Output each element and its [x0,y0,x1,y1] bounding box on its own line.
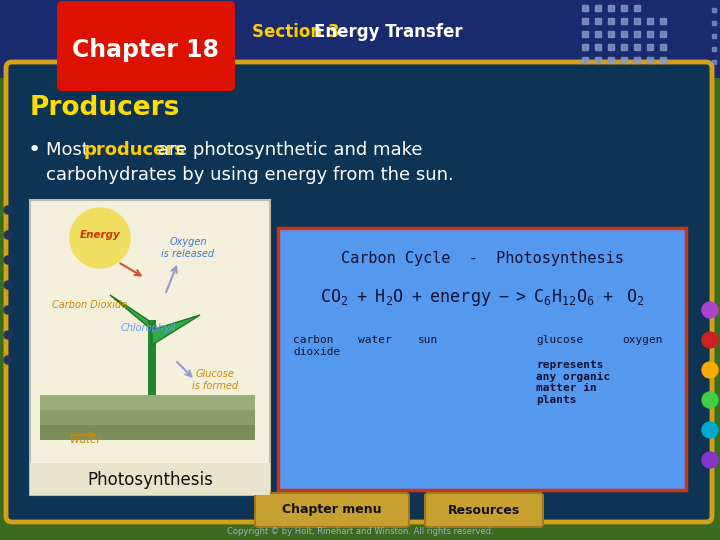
Text: Oxygen
is released: Oxygen is released [161,237,215,259]
Text: water: water [358,335,392,345]
Circle shape [702,362,718,378]
Bar [30,463,270,495]
Text: Energy: Energy [80,230,120,240]
Polygon shape [152,315,200,345]
Text: Glucose
is formed: Glucose is formed [192,369,238,391]
Circle shape [702,422,718,438]
Text: Producers: Producers [30,95,181,121]
Circle shape [702,302,718,318]
Text: are photosynthetic and make: are photosynthetic and make [152,141,422,159]
Text: carbohydrates by using energy from the sun.: carbohydrates by using energy from the s… [46,166,454,184]
Circle shape [4,256,12,264]
Circle shape [4,356,12,364]
Text: oxygen: oxygen [622,335,662,345]
Bar [40,410,255,425]
Text: •: • [28,140,41,160]
Text: Water: Water [70,435,101,445]
Text: Copyright © by Holt, Rinehart and Winston. All rights reserved.: Copyright © by Holt, Rinehart and Winsto… [227,528,493,537]
Polygon shape [110,295,152,330]
Circle shape [702,392,718,408]
Text: Energy Transfer: Energy Transfer [314,23,463,41]
Circle shape [70,208,130,268]
FancyBboxPatch shape [425,493,543,527]
Text: Section 3: Section 3 [252,23,340,41]
Text: glucose: glucose [536,335,583,345]
Text: Carbon Cycle  -  Photosynthesis: Carbon Cycle - Photosynthesis [341,251,624,266]
Bar [0,0,720,78]
FancyBboxPatch shape [30,200,270,495]
FancyBboxPatch shape [255,493,409,527]
Text: represents
any organic
matter in
plants: represents any organic matter in plants [536,360,611,405]
Text: Chapter menu: Chapter menu [282,503,382,516]
Circle shape [4,281,12,289]
Text: Chlorophyll: Chlorophyll [120,323,176,333]
Bar [40,395,255,410]
Circle shape [4,231,12,239]
Circle shape [4,306,12,314]
Text: Chapter 18: Chapter 18 [73,38,220,62]
Text: Most: Most [46,141,94,159]
FancyBboxPatch shape [278,228,686,490]
Bar [148,320,156,400]
Circle shape [702,332,718,348]
Text: sun: sun [418,335,438,345]
Circle shape [4,331,12,339]
Bar [40,425,255,440]
Text: Photosynthesis: Photosynthesis [87,471,213,489]
Text: producers: producers [84,141,186,159]
FancyBboxPatch shape [57,1,235,91]
Text: Resources: Resources [448,503,520,516]
FancyBboxPatch shape [6,62,712,522]
Text: carbon
dioxide: carbon dioxide [293,335,341,356]
Circle shape [702,452,718,468]
Text: Carbon Dioxide: Carbon Dioxide [52,300,127,310]
Text: $\mathregular{CO_2\ +\ H_2O\ +\ energy\ ->\ C_6H_{12}O_6\ +\ \ O_2}$: $\mathregular{CO_2\ +\ H_2O\ +\ energy\ … [320,287,644,308]
Circle shape [4,206,12,214]
